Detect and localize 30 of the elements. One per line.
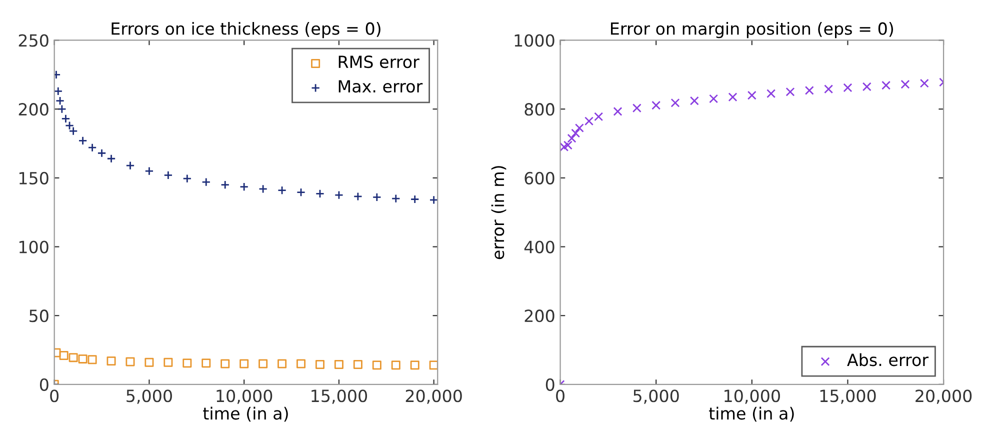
y-tick-label: 50 xyxy=(30,310,48,322)
y-tick-label: 800 xyxy=(524,103,554,116)
y-tick-label: 0 xyxy=(546,378,554,391)
y-tick-label: 400 xyxy=(524,240,554,254)
x-tick-label: 0 xyxy=(556,390,564,402)
y-axis-title: error (in m) xyxy=(491,166,506,260)
y-tick-label: 0 xyxy=(40,378,48,391)
x-axis-title: time (in a) xyxy=(203,406,288,422)
y-tick-label: 250 xyxy=(18,34,48,47)
x-tick-label: 10,000 xyxy=(216,390,272,404)
x-tick-label: 10,000 xyxy=(724,390,780,404)
legend-label: RMS error xyxy=(338,56,420,68)
x-tick-label: 20,000 xyxy=(916,390,972,404)
y-tick-label: 1000 xyxy=(514,34,554,47)
x-tick-label: 5,000 xyxy=(634,390,679,404)
y-tick-label: 150 xyxy=(19,172,48,184)
y-tick-label: 100 xyxy=(19,240,48,254)
chart-title: Errors on ice thickness (eps = 0) xyxy=(112,22,380,38)
y-tick-label: 600 xyxy=(524,172,554,184)
x-tick-label: 5,000 xyxy=(126,390,172,404)
x-tick-label: 15,000 xyxy=(820,390,876,404)
legend-label: Abs. error xyxy=(847,353,929,366)
legend-label: Max. error xyxy=(338,80,423,93)
x-axis-title: time (in a) xyxy=(709,406,794,422)
chart-title: Error on margin position (eps = 0) xyxy=(611,22,893,38)
y-tick-label: 200 xyxy=(18,103,48,116)
x-tick-label: 20,000 xyxy=(406,390,462,404)
x-tick-label: 0 xyxy=(50,390,59,402)
x-tick-label: 15,000 xyxy=(312,390,368,404)
y-tick-label: 200 xyxy=(524,310,554,322)
